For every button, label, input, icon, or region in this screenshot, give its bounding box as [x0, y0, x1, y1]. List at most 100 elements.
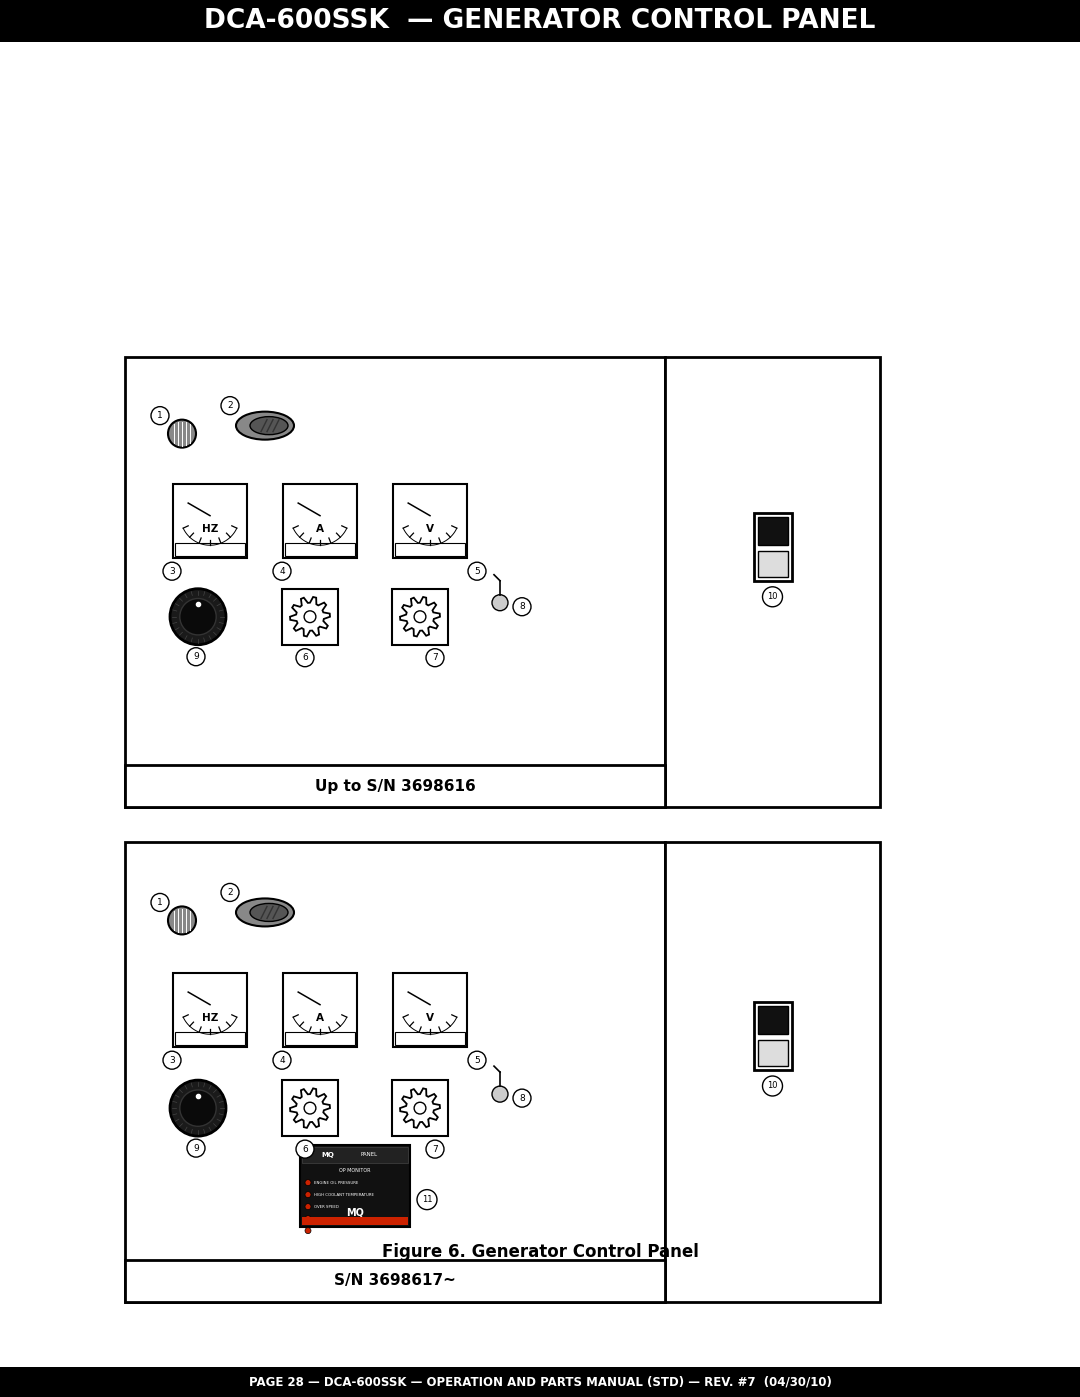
- Bar: [302, 1147, 408, 1162]
- Circle shape: [151, 894, 168, 911]
- Text: OVER SPEED: OVER SPEED: [314, 1204, 339, 1208]
- Bar: [754, 1002, 792, 1070]
- Bar: [175, 1032, 245, 1045]
- Text: A: A: [316, 1013, 324, 1023]
- Bar: [757, 550, 787, 577]
- Polygon shape: [291, 1088, 330, 1127]
- Text: Up to S/N 3698616: Up to S/N 3698616: [314, 778, 475, 793]
- Text: 6: 6: [302, 654, 308, 662]
- Circle shape: [168, 907, 195, 935]
- Circle shape: [513, 1090, 531, 1106]
- Circle shape: [305, 1179, 311, 1186]
- Text: MQ: MQ: [321, 1151, 334, 1158]
- Circle shape: [221, 397, 239, 415]
- Bar: [282, 588, 338, 645]
- Bar: [665, 842, 880, 1302]
- Text: 4: 4: [280, 567, 285, 576]
- Bar: [300, 1144, 410, 1227]
- Ellipse shape: [237, 412, 294, 440]
- Polygon shape: [400, 597, 440, 637]
- Circle shape: [305, 1215, 311, 1221]
- Text: DCA-600SSK  — GENERATOR CONTROL PANEL: DCA-600SSK — GENERATOR CONTROL PANEL: [204, 8, 876, 34]
- Text: 5: 5: [474, 1056, 480, 1065]
- Bar: [754, 513, 792, 581]
- Bar: [395, 1032, 465, 1045]
- Text: HIGH COOLANT TEMPERATURE: HIGH COOLANT TEMPERATURE: [314, 1193, 374, 1197]
- Circle shape: [163, 1051, 181, 1069]
- Polygon shape: [400, 1088, 440, 1127]
- Text: 2: 2: [227, 401, 233, 411]
- Circle shape: [492, 1085, 508, 1102]
- Bar: [173, 974, 247, 1048]
- Text: V: V: [426, 1013, 434, 1023]
- Text: 10: 10: [767, 1081, 778, 1091]
- Circle shape: [513, 598, 531, 616]
- Text: 1: 1: [157, 411, 163, 420]
- Text: 3: 3: [170, 1056, 175, 1065]
- Circle shape: [426, 1140, 444, 1158]
- Bar: [283, 974, 357, 1048]
- Bar: [757, 1006, 787, 1034]
- Bar: [757, 517, 787, 545]
- Circle shape: [296, 648, 314, 666]
- Circle shape: [492, 595, 508, 610]
- Circle shape: [187, 648, 205, 666]
- Text: 8: 8: [519, 602, 525, 612]
- Bar: [285, 543, 355, 556]
- Polygon shape: [291, 597, 330, 637]
- Circle shape: [305, 610, 315, 623]
- Circle shape: [762, 587, 783, 606]
- Circle shape: [305, 1192, 311, 1197]
- Bar: [0, 1368, 1080, 1397]
- Circle shape: [305, 1228, 311, 1234]
- Bar: [393, 974, 467, 1048]
- Bar: [282, 1080, 338, 1136]
- Circle shape: [170, 588, 226, 645]
- Circle shape: [273, 562, 291, 580]
- Bar: [0, 0, 1080, 42]
- Circle shape: [187, 1139, 205, 1157]
- Bar: [175, 543, 245, 556]
- Text: 10: 10: [767, 592, 778, 601]
- Bar: [285, 1032, 355, 1045]
- Text: LOW FUEL / OIL LEVEL: LOW FUEL / OIL LEVEL: [314, 1228, 357, 1232]
- Text: ENGINE OIL PRESSURE: ENGINE OIL PRESSURE: [314, 1180, 359, 1185]
- Bar: [125, 1260, 665, 1302]
- Circle shape: [468, 1051, 486, 1069]
- Text: 9: 9: [193, 1144, 199, 1153]
- Text: HZ: HZ: [202, 1013, 218, 1023]
- Circle shape: [762, 1076, 783, 1097]
- Text: A: A: [316, 524, 324, 534]
- Text: 7: 7: [432, 1144, 437, 1154]
- Circle shape: [151, 407, 168, 425]
- Text: CHARGE FAIL: CHARGE FAIL: [314, 1217, 339, 1221]
- Ellipse shape: [249, 416, 288, 434]
- Bar: [125, 842, 665, 1302]
- Circle shape: [305, 1102, 315, 1113]
- Circle shape: [179, 1090, 216, 1126]
- Text: OP MONITOR: OP MONITOR: [339, 1168, 370, 1173]
- Bar: [395, 543, 465, 556]
- Circle shape: [417, 1190, 437, 1210]
- Text: V: V: [426, 524, 434, 534]
- Circle shape: [296, 1140, 314, 1158]
- Text: 5: 5: [474, 567, 480, 576]
- Text: MQ: MQ: [346, 1207, 364, 1218]
- Text: 1: 1: [157, 898, 163, 907]
- Text: 4: 4: [280, 1056, 285, 1065]
- Bar: [392, 1080, 448, 1136]
- Text: 2: 2: [227, 888, 233, 897]
- Ellipse shape: [237, 898, 294, 926]
- Circle shape: [163, 562, 181, 580]
- Circle shape: [170, 1080, 226, 1136]
- Circle shape: [273, 1051, 291, 1069]
- Bar: [173, 485, 247, 559]
- Circle shape: [426, 648, 444, 666]
- Text: Figure 6. Generator Control Panel: Figure 6. Generator Control Panel: [381, 1243, 699, 1261]
- Circle shape: [179, 598, 216, 634]
- Bar: [302, 1217, 408, 1225]
- Text: PAGE 28 — DCA-600SSK — OPERATION AND PARTS MANUAL (STD) — REV. #7  (04/30/10): PAGE 28 — DCA-600SSK — OPERATION AND PAR…: [248, 1376, 832, 1389]
- Bar: [392, 588, 448, 645]
- Bar: [665, 358, 880, 807]
- Bar: [125, 766, 665, 807]
